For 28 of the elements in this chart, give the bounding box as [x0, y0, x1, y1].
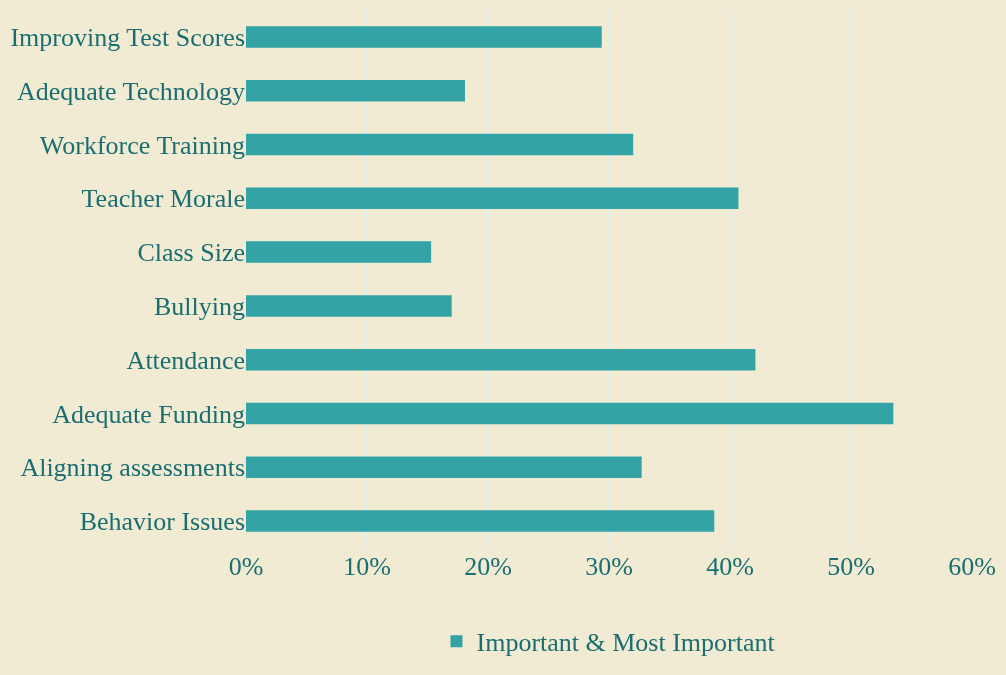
x-tick-label: 0% — [228, 552, 264, 581]
bar — [246, 348, 756, 371]
x-tick-label: 60% — [948, 552, 996, 581]
bar — [246, 133, 634, 156]
y-tick-label: Adequate Technology — [16, 76, 245, 106]
bar — [246, 456, 642, 479]
x-tick-label: 40% — [706, 552, 754, 581]
x-tick-label: 10% — [343, 552, 391, 581]
y-tick-label: Behavior Issues — [79, 507, 245, 537]
bar — [246, 187, 739, 210]
bar — [246, 295, 452, 317]
x-tick-label: 30% — [585, 552, 633, 581]
y-tick-label: Bullying — [153, 292, 245, 321]
bar — [246, 510, 715, 532]
bar — [246, 79, 466, 102]
y-tick-label: Attendance — [126, 345, 245, 375]
y-tick-label: Adequate Funding — [52, 399, 245, 429]
y-tick-label: Aligning assessments — [20, 453, 245, 483]
legend-label: Important & Most Important — [476, 628, 776, 658]
y-tick-label: Workforce Training — [39, 130, 245, 160]
bar — [246, 402, 894, 425]
x-tick-label: 50% — [827, 552, 875, 581]
bar — [246, 26, 602, 48]
bar — [246, 241, 432, 263]
y-tick-label: Teacher Morale — [81, 184, 245, 214]
y-tick-label: Improving Test Scores — [10, 23, 245, 52]
y-tick-label: Class Size — [137, 238, 245, 268]
x-tick-label: 20% — [464, 552, 512, 581]
